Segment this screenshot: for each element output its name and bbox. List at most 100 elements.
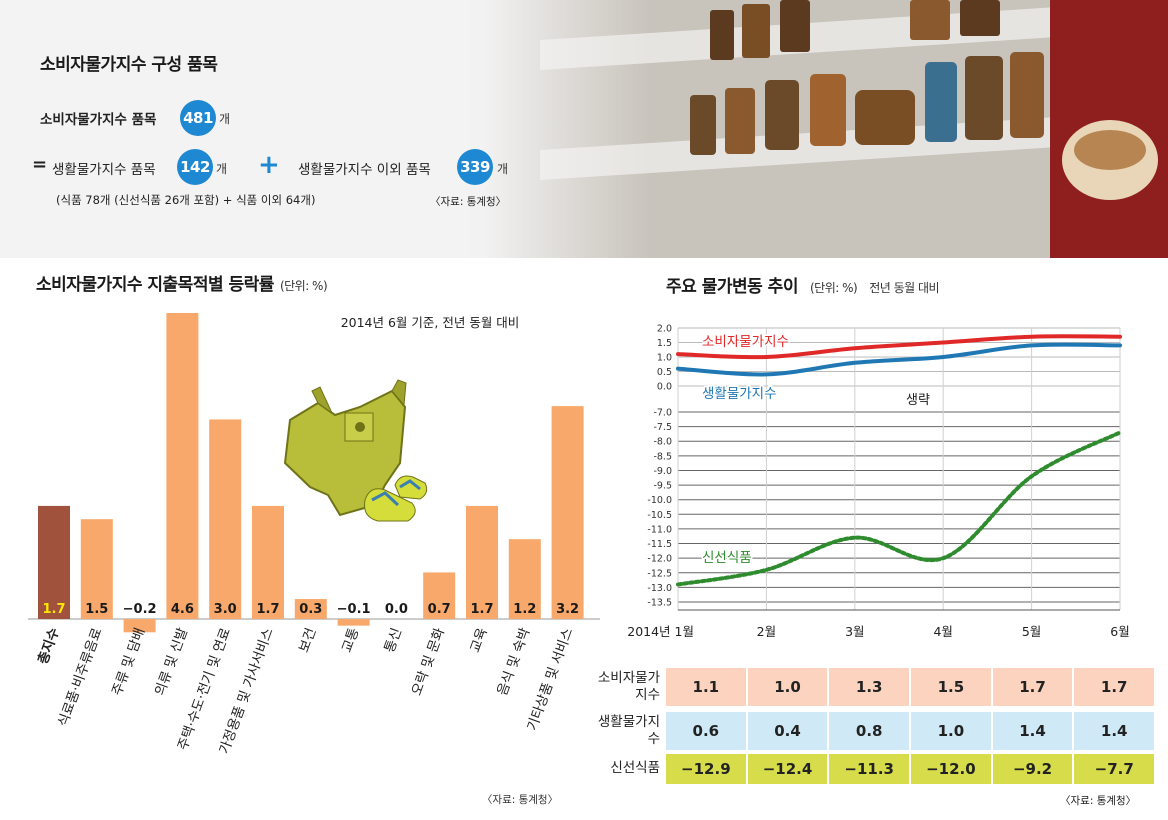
table-cell: 0.6 xyxy=(664,712,746,750)
bar xyxy=(337,619,370,626)
y-tick-label: -9.5 xyxy=(653,481,672,492)
table-cell: −12.0 xyxy=(909,754,991,784)
table-cell: 1.0 xyxy=(909,712,991,750)
bar xyxy=(166,313,199,619)
unit-label: 개 xyxy=(497,162,509,176)
bar-chart-unit: (단위: %) xyxy=(279,279,328,293)
x-tick-label: 5월 xyxy=(1022,624,1041,639)
line-chart: 2.0 1.5 1.0 0.5 0.0 -7.0 -7.5 -8.0 -8.5 -9.0 -9.5 -… xyxy=(628,324,1130,640)
series-line xyxy=(676,342,1122,377)
bar-value-label: 1.2 xyxy=(513,602,536,617)
y-tick-label: -8.5 xyxy=(653,451,672,462)
table-row-label-line: 소비자물가 xyxy=(597,670,660,686)
category-label: 음식 및 숙박 xyxy=(494,626,533,698)
summary-source: 〈자료: 통계청〉 xyxy=(430,196,507,208)
table-cell: −12.4 xyxy=(745,754,828,784)
bar-value-label: 0.7 xyxy=(428,602,451,617)
y-tick-label: -13.5 xyxy=(647,598,672,609)
non-living-items-count-badge: 339 xyxy=(457,149,493,185)
y-tick-label: 2.0 xyxy=(657,324,672,335)
bar-value-label: 3.0 xyxy=(214,602,237,617)
y-tick-label: -11.0 xyxy=(647,524,672,535)
table-cell: 1.3 xyxy=(827,668,909,706)
cpi-items-label: 소비자물가지수 품목 xyxy=(40,112,157,128)
y-tick-label: -13.0 xyxy=(647,583,672,594)
table-cell: 1.4 xyxy=(1072,712,1154,750)
category-label: 교통 xyxy=(339,626,363,655)
table-cell: 1.4 xyxy=(990,712,1073,750)
bar-chart-title: 소비자물가지수 지출목적별 등락률 (단위: %) xyxy=(36,270,328,295)
table-cell: 0.4 xyxy=(745,712,828,750)
table-cell: 1.1 xyxy=(664,668,746,706)
category-label: 보건 xyxy=(296,626,320,655)
bar-chart-title-text: 소비자물가지수 지출목적별 등락률 xyxy=(36,275,274,295)
line-chart-source: 〈자료: 통계청〉 xyxy=(1060,795,1137,807)
x-tick-label: 4월 xyxy=(933,624,952,639)
category-label: 기타상품 및 서비스 xyxy=(524,626,576,733)
y-tick-label: 0.0 xyxy=(657,382,672,393)
bar-chart-subtitle: 2014년 6월 기준, 전년 동월 대비 xyxy=(341,315,520,330)
clothing-illustration xyxy=(283,379,428,522)
bar xyxy=(551,406,584,619)
table-row-label: 신선식품 xyxy=(610,760,660,776)
table-row: −12.9 −12.4 −11.3 −12.0 −9.2 −7.7 xyxy=(664,754,1154,784)
cpi-items-count-badge: 481 xyxy=(180,100,216,136)
y-tick-label: -7.5 xyxy=(653,422,672,433)
top-banner: 소비자물가지수 구성 품목 소비자물가지수 품목 481 개 = 생활물가지수 … xyxy=(0,0,1168,258)
bar-chart: 2014년 6월 기준, 전년 동월 대비 1.7 총지수 1.5 식료품·비주류음료… xyxy=(28,313,600,806)
line-chart-unit: (단위: %) xyxy=(809,281,858,295)
bar xyxy=(209,419,242,619)
table-cell: −9.2 xyxy=(990,754,1073,784)
summary-title: 소비자물가지수 구성 품목 xyxy=(40,55,218,75)
table-row: 0.6 0.4 0.8 1.0 1.4 1.4 xyxy=(664,712,1154,750)
y-tick-label: -12.0 xyxy=(647,554,672,565)
unit-label: 개 xyxy=(219,112,231,126)
bar xyxy=(80,519,113,619)
table-row-label: 생활물가지 수 xyxy=(582,714,660,748)
x-tick-label: 2월 xyxy=(757,624,776,639)
x-tick-label: 6월 xyxy=(1110,624,1129,639)
y-tick-label: -9.0 xyxy=(653,466,672,477)
unit-label: 개 xyxy=(216,162,228,176)
table-cell: −12.9 xyxy=(664,754,746,784)
line-chart-subtitle: 전년 동월 대비 xyxy=(869,281,940,295)
table-row: 1.1 1.0 1.3 1.5 1.7 1.7 xyxy=(664,668,1154,706)
y-tick-label: -11.5 xyxy=(647,539,672,550)
category-label: 총지수 xyxy=(35,626,63,666)
table-cell: −7.7 xyxy=(1072,754,1154,784)
y-tick-label: -10.5 xyxy=(647,510,672,521)
equals-sign: = xyxy=(32,154,48,175)
axis-break-label: 생략 xyxy=(906,393,930,408)
non-living-items-label: 생활물가지수 이외 품목 xyxy=(298,162,431,178)
bar-chart-source: 〈자료: 통계청〉 xyxy=(482,794,558,806)
x-tick-label: 2014년 1월 xyxy=(628,624,694,639)
series-line xyxy=(676,334,1122,360)
bar xyxy=(508,539,541,619)
table-row-label-line: 지수 xyxy=(635,687,660,703)
series-legend-label: 소비자물가지수 xyxy=(702,334,789,350)
category-label: 주류 및 담배 xyxy=(109,626,148,698)
plus-sign: + xyxy=(258,150,280,180)
category-label: 의류 및 신발 xyxy=(152,626,191,698)
bar xyxy=(38,505,70,619)
category-label: 통신 xyxy=(382,626,406,655)
series-legend-label: 생활물가지수 xyxy=(702,386,777,402)
bar-value-label: −0.2 xyxy=(123,602,157,617)
y-tick-label: 0.5 xyxy=(657,367,672,378)
store-shelf-illustration xyxy=(480,0,1168,258)
category-label: 교육 xyxy=(467,626,491,655)
bar xyxy=(294,599,327,619)
bar-value-label: 1.7 xyxy=(42,602,65,617)
category-label: 오락 및 문화 xyxy=(409,626,448,698)
table-cell: 1.7 xyxy=(990,668,1073,706)
bar-value-label: 1.5 xyxy=(85,602,108,617)
bar xyxy=(252,505,284,619)
y-tick-label: -10.0 xyxy=(647,495,672,506)
table-row-label: 소비자물가 지수 xyxy=(582,670,660,704)
bar-value-label: 0.0 xyxy=(385,602,408,617)
series-line xyxy=(676,430,1122,587)
table-cell: 1.0 xyxy=(745,668,828,706)
bar-value-label: 0.3 xyxy=(299,602,322,617)
line-chart-title-text: 주요 물가변동 추이 xyxy=(666,277,798,297)
table-cell: −11.3 xyxy=(827,754,909,784)
